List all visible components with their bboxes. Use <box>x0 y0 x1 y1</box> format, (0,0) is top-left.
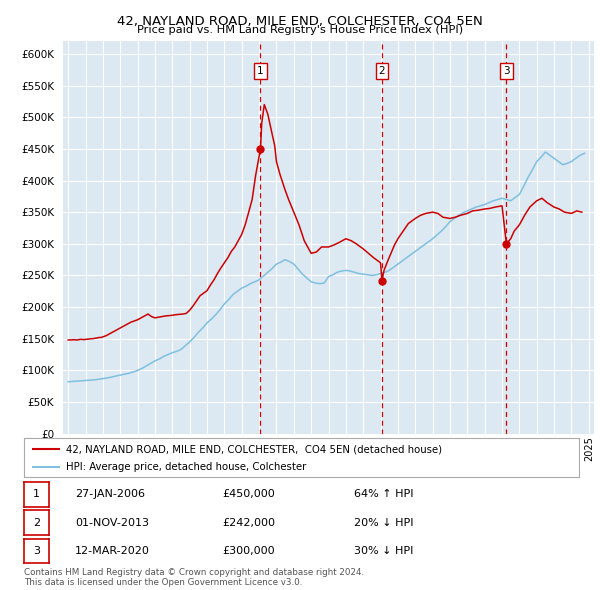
Text: 01-NOV-2013: 01-NOV-2013 <box>75 518 149 527</box>
Text: £242,000: £242,000 <box>222 518 275 527</box>
Text: £300,000: £300,000 <box>222 546 275 556</box>
Text: 27-JAN-2006: 27-JAN-2006 <box>75 490 145 499</box>
Text: HPI: Average price, detached house, Colchester: HPI: Average price, detached house, Colc… <box>65 462 306 472</box>
Text: 2: 2 <box>33 518 40 527</box>
Text: 1: 1 <box>257 65 264 76</box>
Text: 12-MAR-2020: 12-MAR-2020 <box>75 546 150 556</box>
Text: 42, NAYLAND ROAD, MILE END, COLCHESTER, CO4 5EN: 42, NAYLAND ROAD, MILE END, COLCHESTER, … <box>117 15 483 28</box>
Text: 1: 1 <box>33 490 40 499</box>
Text: 2: 2 <box>379 65 385 76</box>
Text: 42, NAYLAND ROAD, MILE END, COLCHESTER,  CO4 5EN (detached house): 42, NAYLAND ROAD, MILE END, COLCHESTER, … <box>65 444 442 454</box>
Text: Contains HM Land Registry data © Crown copyright and database right 2024.
This d: Contains HM Land Registry data © Crown c… <box>24 568 364 587</box>
Text: 64% ↑ HPI: 64% ↑ HPI <box>354 490 413 499</box>
Text: 3: 3 <box>33 546 40 556</box>
Text: £450,000: £450,000 <box>222 490 275 499</box>
Text: 3: 3 <box>503 65 509 76</box>
Text: 20% ↓ HPI: 20% ↓ HPI <box>354 518 413 527</box>
Text: 30% ↓ HPI: 30% ↓ HPI <box>354 546 413 556</box>
Text: Price paid vs. HM Land Registry's House Price Index (HPI): Price paid vs. HM Land Registry's House … <box>137 25 463 35</box>
